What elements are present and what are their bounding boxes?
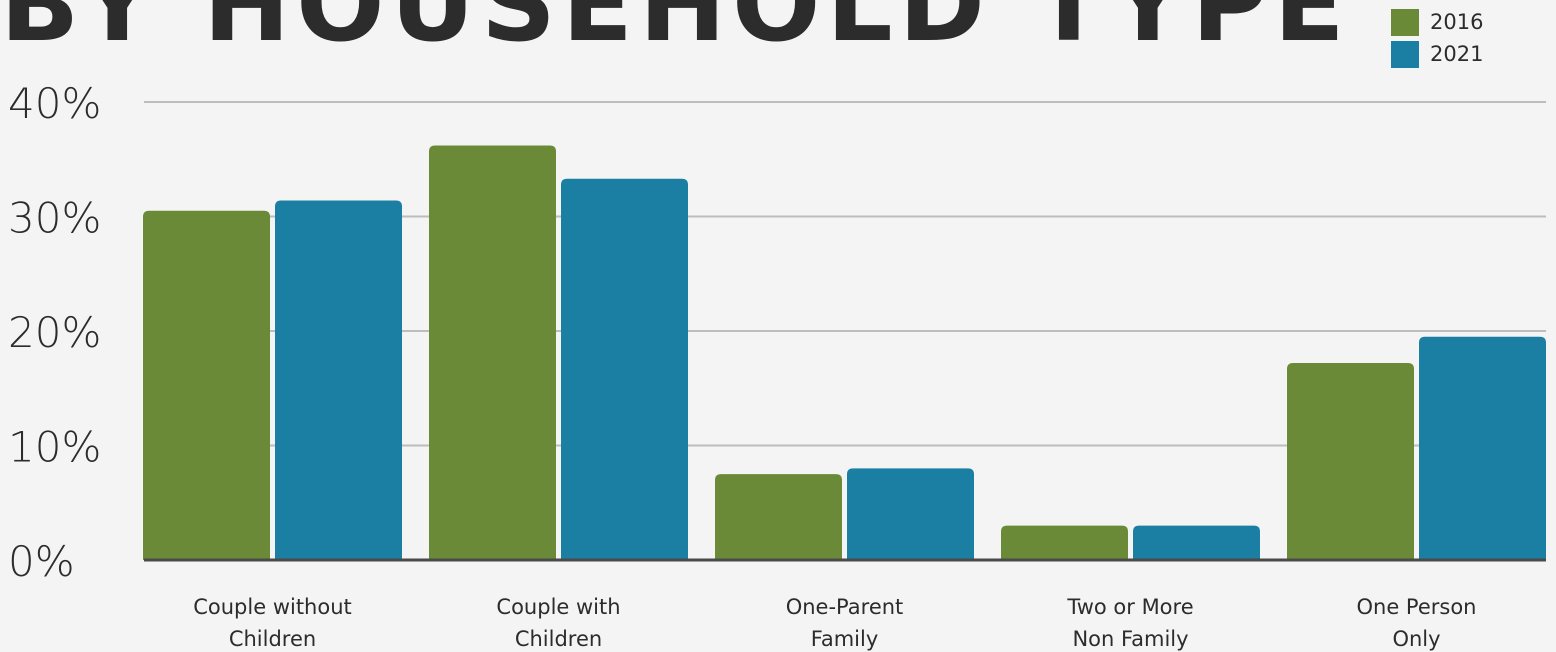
legend-label-2016: 2016 bbox=[1430, 10, 1484, 34]
legend-label-2021: 2021 bbox=[1430, 42, 1484, 66]
y-tick-label: 30% bbox=[8, 194, 101, 243]
legend-item-2021: 2021 bbox=[1391, 39, 1483, 69]
x-tick-label: Couple with Children bbox=[496, 595, 620, 651]
x-tick-label: Couple without Children bbox=[193, 595, 352, 651]
legend-swatch-2016 bbox=[1391, 8, 1419, 36]
x-tick-label: One-Parent Family bbox=[786, 595, 904, 651]
x-axis: Couple without Children Couple with Childre… bbox=[144, 558, 1546, 651]
bars bbox=[143, 145, 1546, 560]
bar-2021 bbox=[275, 200, 402, 560]
bar-2021 bbox=[1133, 525, 1260, 560]
y-tick-label: 20% bbox=[8, 308, 101, 357]
y-tick-label: 40% bbox=[8, 79, 101, 128]
bar-2016 bbox=[1001, 525, 1128, 560]
x-tick-label: Two or More Non Family bbox=[1066, 595, 1193, 651]
y-tick-label: 10% bbox=[8, 423, 101, 472]
y-axis: 0% 10% 20% 30% 40% bbox=[8, 79, 101, 586]
y-tick-label: 0% bbox=[8, 537, 75, 586]
bar-2021 bbox=[1419, 336, 1546, 560]
bar-2016 bbox=[715, 474, 842, 560]
bar-2016 bbox=[1287, 363, 1414, 560]
legend-item-2016: 2016 bbox=[1391, 7, 1483, 37]
legend: 2016 2021 bbox=[1391, 7, 1483, 71]
bar-2016 bbox=[143, 210, 270, 560]
chart-title: BY HOUSEHOLD TYPE bbox=[0, 0, 1351, 65]
legend-swatch-2021 bbox=[1391, 40, 1419, 68]
bar-2021 bbox=[847, 468, 974, 560]
x-tick-label: One Person Only bbox=[1356, 595, 1476, 651]
bar-2016 bbox=[429, 145, 556, 560]
bar-2021 bbox=[561, 178, 688, 560]
